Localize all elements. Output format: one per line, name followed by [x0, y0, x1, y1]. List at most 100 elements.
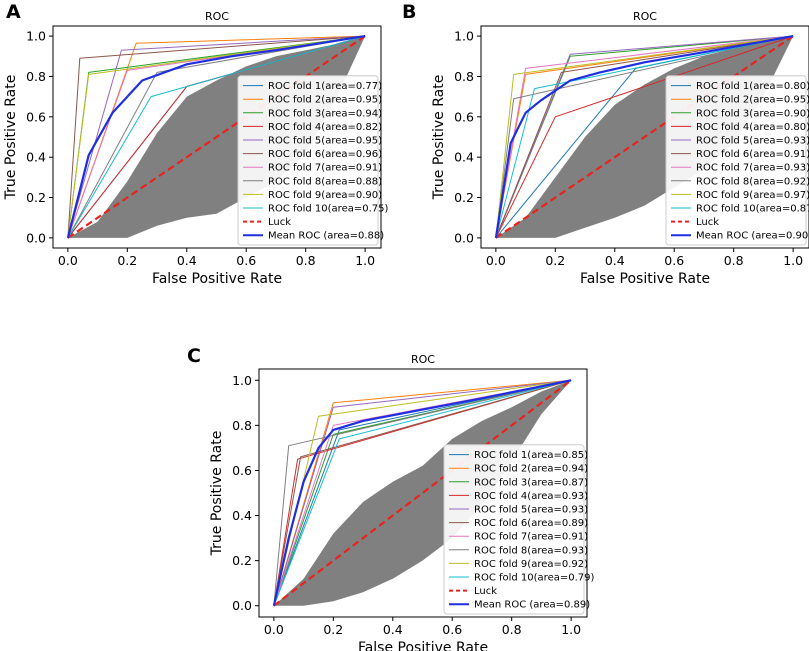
legend-entry: ROC fold 6(area=0.89)	[474, 518, 588, 529]
y-tick-label: 0.8	[232, 418, 252, 433]
legend-entry: ROC fold 4(area=0.80)	[696, 122, 809, 133]
y-tick-label: 0.4	[454, 150, 474, 165]
legend-entry: ROC fold 2(area=0.95)	[268, 95, 382, 106]
roc-fold-line-5	[273, 379, 572, 606]
x-tick-label: 0.4	[383, 622, 403, 637]
legend-entry: ROC fold 1(area=0.85)	[474, 450, 588, 461]
legend-entry: ROC fold 1(area=0.77)	[268, 81, 382, 92]
panel-letter: A	[6, 1, 21, 23]
luck-line	[67, 35, 366, 239]
y-tick-label: 0.0	[26, 230, 46, 245]
x-axis-label: False Positive Rate	[580, 271, 710, 287]
legend-entry: ROC fold 7(area=0.91)	[268, 163, 382, 174]
x-tick-label: 0.4	[605, 253, 625, 268]
x-tick-label: 0.2	[117, 253, 137, 268]
roc-fold-line-8	[273, 379, 572, 606]
legend-entry: ROC fold 9(area=0.97)	[696, 190, 809, 201]
legend-entry: ROC fold 6(area=0.91)	[696, 149, 809, 160]
y-tick-label: 0.4	[26, 150, 46, 165]
legend-entry: ROC fold 10(area=0.87)	[696, 204, 809, 215]
legend-entry: Mean ROC (area=0.89)	[474, 600, 590, 611]
y-tick-label: 0.4	[232, 508, 252, 523]
legend-entry: ROC fold 3(area=0.87)	[474, 477, 588, 488]
legend-entry: ROC fold 10(area=0.79)	[474, 573, 594, 584]
y-tick-label: 0.2	[232, 553, 252, 568]
y-axis-label: True Positive Rate	[431, 75, 447, 201]
chart-title: ROC	[633, 10, 657, 23]
x-tick-label: 0.4	[177, 253, 197, 268]
y-axis-label: True Positive Rate	[3, 75, 19, 201]
x-axis-label: False Positive Rate	[152, 271, 282, 287]
y-tick-label: 0.8	[454, 69, 474, 84]
x-tick-label: 0.6	[442, 622, 462, 637]
roc-fold-line-5	[67, 35, 366, 239]
chart-title: ROC	[411, 353, 435, 366]
legend-entry: ROC fold 9(area=0.90)	[268, 190, 382, 201]
roc-fold-line-6	[67, 35, 366, 238]
legend-entry: ROC fold 7(area=0.91)	[474, 532, 588, 543]
x-tick-label: 0.0	[58, 253, 78, 268]
y-axis-label: True Positive Rate	[209, 431, 225, 557]
legend-entry: ROC fold 10(area=0.75)	[268, 204, 388, 215]
legend-entry: Luck	[268, 217, 291, 228]
legend-box	[665, 75, 807, 246]
y-tick-label: 0.6	[232, 463, 252, 478]
legend-entry: ROC fold 7(area=0.93)	[696, 163, 809, 174]
legend-entry: ROC fold 9(area=0.92)	[474, 559, 588, 570]
legend: ROC fold 1(area=0.77) ROC fold 2(area=0.9…	[237, 75, 388, 246]
x-tick-label: 0.8	[502, 622, 522, 637]
legend-entry: ROC fold 6(area=0.96)	[268, 149, 382, 160]
x-tick-label: 0.0	[264, 622, 284, 637]
roc-panel-b: B ROC 0.0 0.2 0.4 0.6 0.8 1.0 0.0 0.2 0.4 0.6 0.8 1.0…	[402, 1, 809, 287]
legend-entry: ROC fold 2(area=0.94)	[474, 464, 588, 475]
legend-entry: ROC fold 5(area=0.93)	[696, 136, 809, 147]
plot-frame	[480, 25, 809, 249]
x-tick-label: 1.0	[783, 253, 803, 268]
y-tick-label: 0.0	[454, 230, 474, 245]
x-tick-label: 0.0	[486, 253, 506, 268]
x-tick-label: 0.8	[296, 253, 316, 268]
y-tick-label: 0.0	[232, 598, 252, 613]
plot-frame	[258, 368, 588, 618]
roc-fold-line-4	[495, 35, 794, 239]
plot-frame	[52, 25, 382, 249]
mean-roc-line	[66, 35, 366, 239]
legend-entry: ROC fold 8(area=0.93)	[474, 545, 588, 556]
legend-entry: ROC fold 2(area=0.95)	[696, 95, 809, 106]
x-axis-label: False Positive Rate	[358, 640, 488, 651]
roc-fold-line-9	[67, 35, 366, 238]
roc-fold-line-5	[495, 35, 794, 239]
legend: ROC fold 1(area=0.85) ROC fold 2(area=0.9…	[443, 444, 594, 615]
luck-line	[495, 35, 794, 239]
legend-entry: ROC fold 5(area=0.93)	[474, 505, 588, 516]
legend-entry: ROC fold 5(area=0.95)	[268, 136, 382, 147]
roc-panel-a: A ROC 0.0 0.2 0.4 0.6 0.8 1.0 0.0 0.2 0.4 0.6 0.8 1.0…	[3, 1, 388, 287]
y-tick-label: 1.0	[454, 29, 474, 44]
x-tick-label: 0.6	[236, 253, 256, 268]
legend-entry: ROC fold 4(area=0.93)	[474, 491, 588, 502]
mean-roc-line	[272, 379, 572, 606]
roc-panel-c: C ROC 0.0 0.2 0.4 0.6 0.8 1.0 0.0 0.2 0.4 0.6 0.8 1.0…	[187, 345, 594, 651]
legend-box	[443, 444, 585, 615]
x-tick-label: 0.2	[545, 253, 565, 268]
panel-letter: B	[402, 1, 416, 23]
legend-entry: ROC fold 3(area=0.90)	[696, 108, 809, 119]
x-tick-label: 0.2	[323, 622, 343, 637]
legend-entry: ROC fold 4(area=0.82)	[268, 122, 382, 133]
chart-title: ROC	[205, 10, 229, 23]
legend-entry: Mean ROC (area=0.90)	[696, 231, 809, 242]
x-tick-label: 0.8	[724, 253, 744, 268]
y-tick-label: 0.8	[26, 69, 46, 84]
legend-entry: ROC fold 8(area=0.92)	[696, 176, 809, 187]
legend-box	[237, 75, 379, 246]
legend-entry: Mean ROC (area=0.88)	[268, 231, 384, 242]
y-tick-label: 0.2	[26, 190, 46, 205]
roc-fold-line-10	[67, 35, 366, 239]
y-tick-label: 1.0	[232, 373, 252, 388]
legend-entry: Luck	[474, 586, 497, 597]
legend: ROC fold 1(area=0.80) ROC fold 2(area=0.9…	[665, 75, 809, 246]
roc-fold-line-8	[495, 35, 794, 238]
legend-entry: ROC fold 1(area=0.80)	[696, 81, 809, 92]
roc-fold-line-10	[495, 35, 794, 239]
